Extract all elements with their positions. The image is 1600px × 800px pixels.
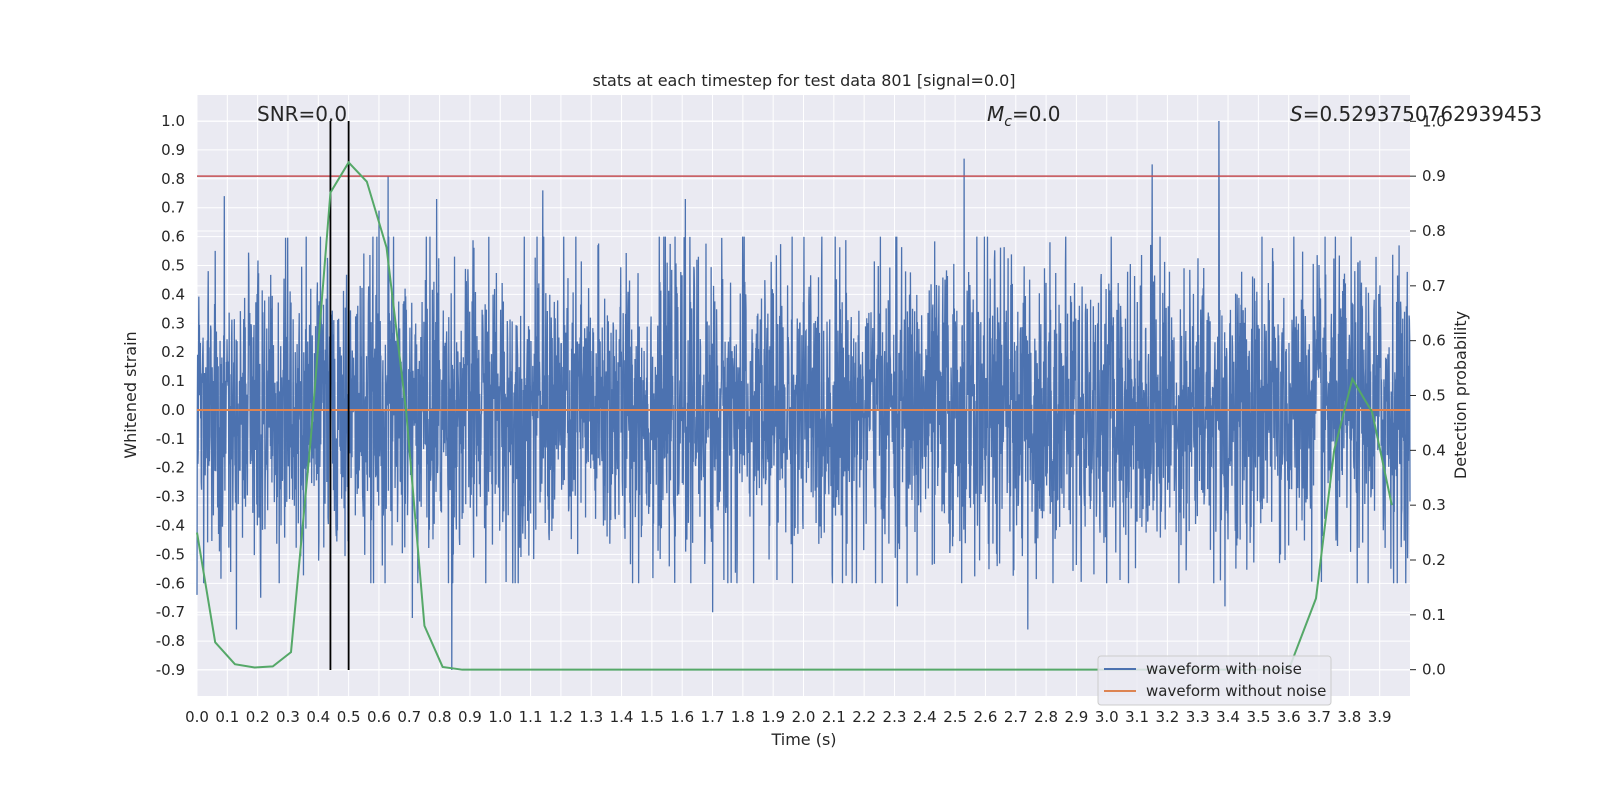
left-y-axis-label: Whitened strain [121, 331, 140, 458]
snr-annotation: SNR=0.0 [257, 102, 347, 126]
x-tick-label: 2.5 [943, 708, 967, 726]
left-y-tick-label: -0.9 [156, 661, 185, 679]
legend-label-clean: waveform without noise [1146, 682, 1326, 700]
x-tick-label: 3.2 [1155, 708, 1179, 726]
x-tick-label: 1.9 [761, 708, 785, 726]
right-y-tick-label: 0.0 [1422, 661, 1446, 679]
x-tick-label: 1.1 [519, 708, 543, 726]
x-tick-label: 0.5 [337, 708, 361, 726]
x-tick-label: 0.3 [276, 708, 300, 726]
left-y-tick-label: 0.5 [161, 256, 185, 274]
left-y-tick-label: -0.5 [156, 545, 185, 563]
x-tick-label: 3.9 [1368, 708, 1392, 726]
legend-label-noise: waveform with noise [1146, 660, 1302, 678]
x-tick-label: 3.4 [1216, 708, 1240, 726]
left-y-tick-label: 0.1 [161, 372, 185, 390]
left-y-tick-label: -0.3 [156, 488, 185, 506]
x-tick-label: 0.0 [185, 708, 209, 726]
x-tick-label: 3.3 [1186, 708, 1210, 726]
series-layer [196, 120, 1411, 671]
left-y-tick-label: -0.6 [156, 574, 185, 592]
x-tick-label: 0.2 [246, 708, 270, 726]
x-tick-labels: 0.0 0.1 0.2 0.3 0.4 0.5 0.6 0.7 0.8 0.9 1.0 1.1 1.2 1… [185, 708, 1392, 726]
x-tick-label: 3.0 [1095, 708, 1119, 726]
x-tick-label: 3.1 [1125, 708, 1149, 726]
legend-box [1097, 655, 1332, 706]
left-y-tick-label: -0.4 [156, 517, 185, 535]
right-y-axis-label: Detection probability [1451, 311, 1470, 479]
left-y-tick-label: -0.7 [156, 603, 185, 621]
right-y-tick-label: 0.4 [1422, 441, 1446, 459]
left-y-tick-label: -0.8 [156, 632, 185, 650]
x-tick-label: 0.6 [367, 708, 391, 726]
right-y-tick-label: 0.2 [1422, 551, 1446, 569]
x-tick-label: 1.0 [488, 708, 512, 726]
right-y-tick-label: 0.6 [1422, 332, 1446, 350]
series-detection-probability [196, 160, 1393, 671]
left-y-tick-label: 0.4 [161, 285, 185, 303]
x-tick-label: 0.8 [428, 708, 452, 726]
left-y-tick-label: 0.6 [161, 228, 185, 246]
x-tick-label: 1.7 [701, 708, 725, 726]
x-tick-label: 2.2 [852, 708, 876, 726]
left-y-tick-label: -0.1 [156, 430, 185, 448]
x-tick-label: 2.4 [913, 708, 937, 726]
x-tick-label: 1.4 [610, 708, 634, 726]
right-y-tick-label: 0.7 [1422, 277, 1446, 295]
x-tick-label: 2.1 [822, 708, 846, 726]
left-y-tick-label: 1.0 [161, 112, 185, 130]
x-tick-label: 1.5 [640, 708, 664, 726]
x-tick-label: 2.0 [792, 708, 816, 726]
x-tick-label: 0.9 [458, 708, 482, 726]
left-y-tick-label: 0.9 [161, 141, 185, 159]
x-tick-label: 1.8 [731, 708, 755, 726]
right-y-tick-labels: 0.0 0.1 0.2 0.3 0.4 0.5 0.6 0.7 0.8 0.9 1.0 [1410, 112, 1446, 679]
x-tick-label: 3.6 [1277, 708, 1301, 726]
score-symbol: S [1290, 102, 1303, 126]
x-tick-label: 2.8 [1034, 708, 1058, 726]
chirp-mass-symbol: M [987, 102, 1004, 126]
x-tick-label: 0.1 [215, 708, 239, 726]
score-value: =0.5293750762939453 [1303, 102, 1542, 126]
right-y-tick-label: 0.5 [1422, 387, 1446, 405]
chirp-mass-annotation: Mc=0.0 [987, 102, 1061, 130]
left-y-tick-label: 0.0 [161, 401, 185, 419]
x-tick-label: 0.7 [397, 708, 421, 726]
left-y-tick-labels: -0.9 -0.8 -0.7 -0.6 -0.5 -0.4 -0.3 -0.2 -0.1 0.0 0… [156, 112, 185, 679]
series-waveform-with-noise [196, 120, 1411, 671]
chirp-mass-value: =0.0 [1012, 102, 1061, 126]
right-y-tick-label: 0.9 [1422, 167, 1446, 185]
left-y-tick-label: 0.8 [161, 170, 185, 188]
x-tick-label: 3.5 [1246, 708, 1270, 726]
x-tick-label: 2.3 [883, 708, 907, 726]
left-y-tick-label: -0.2 [156, 459, 185, 477]
left-y-tick-label: 0.3 [161, 314, 185, 332]
right-y-tick-label: 1.0 [1422, 112, 1446, 130]
chart-title: stats at each timestep for test data 801… [592, 71, 1015, 90]
x-axis-label: Time (s) [770, 730, 836, 749]
score-annotation: S=0.5293750762939453 [1290, 102, 1542, 126]
legend: waveform with noise waveform without noi… [1097, 655, 1332, 706]
left-y-tick-label: 0.7 [161, 199, 185, 217]
right-y-tick-label: 0.1 [1422, 606, 1446, 624]
chirp-mass-subscript: c [1004, 114, 1012, 130]
x-tick-label: 2.6 [974, 708, 998, 726]
x-tick-label: 3.7 [1307, 708, 1331, 726]
x-tick-label: 1.3 [579, 708, 603, 726]
right-y-tick-label: 0.8 [1422, 222, 1446, 240]
x-tick-label: 1.6 [670, 708, 694, 726]
x-tick-label: 2.9 [1064, 708, 1088, 726]
x-tick-label: 3.8 [1337, 708, 1361, 726]
x-tick-label: 1.2 [549, 708, 573, 726]
x-tick-label: 2.7 [1004, 708, 1028, 726]
x-tick-label: 0.4 [306, 708, 330, 726]
right-y-tick-label: 0.3 [1422, 496, 1446, 514]
left-y-tick-label: 0.2 [161, 343, 185, 361]
